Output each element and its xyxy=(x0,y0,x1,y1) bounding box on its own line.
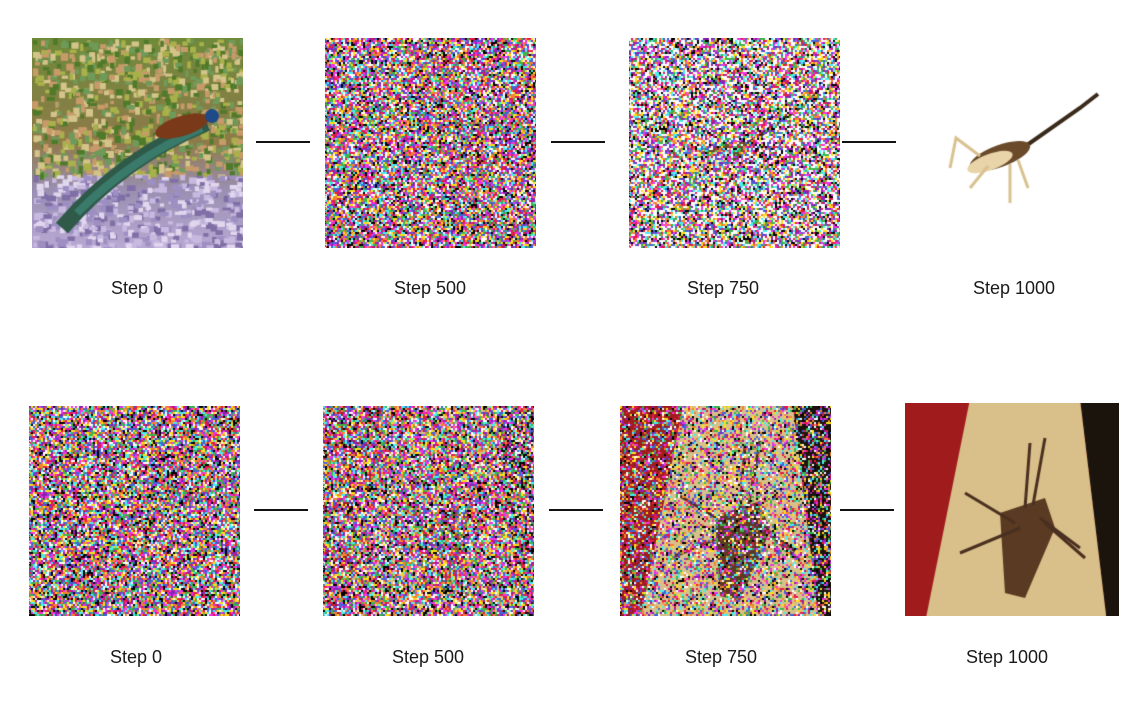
row2-label-3: Step 750 xyxy=(684,647,758,667)
row2-frame-4-image xyxy=(905,403,1119,616)
row1-connector-3 xyxy=(842,141,896,143)
row1-connector-1 xyxy=(256,141,310,143)
row2-frame-1-image xyxy=(29,406,240,616)
row2-label-1: Step 0 xyxy=(109,647,163,667)
row1-label-2: Step 500 xyxy=(393,278,467,298)
row1-frame-3-image xyxy=(629,38,840,248)
row1-label-3: Step 750 xyxy=(686,278,760,298)
row1-label-4: Step 1000 xyxy=(972,278,1056,298)
row1-frame-2-image xyxy=(325,38,536,248)
row1-connector-2 xyxy=(551,141,605,143)
row2-frame-2-image xyxy=(323,406,534,616)
row2-connector-1 xyxy=(254,509,308,511)
row2-connector-2 xyxy=(549,509,603,511)
row1-frame-4-image xyxy=(910,38,1121,248)
row2-connector-3 xyxy=(840,509,894,511)
row2-label-4: Step 1000 xyxy=(965,647,1049,667)
row1-label-1: Step 0 xyxy=(110,278,164,298)
row2-frame-3-image xyxy=(620,406,831,616)
row1-frame-1-image xyxy=(32,38,243,248)
row2-label-2: Step 500 xyxy=(391,647,465,667)
